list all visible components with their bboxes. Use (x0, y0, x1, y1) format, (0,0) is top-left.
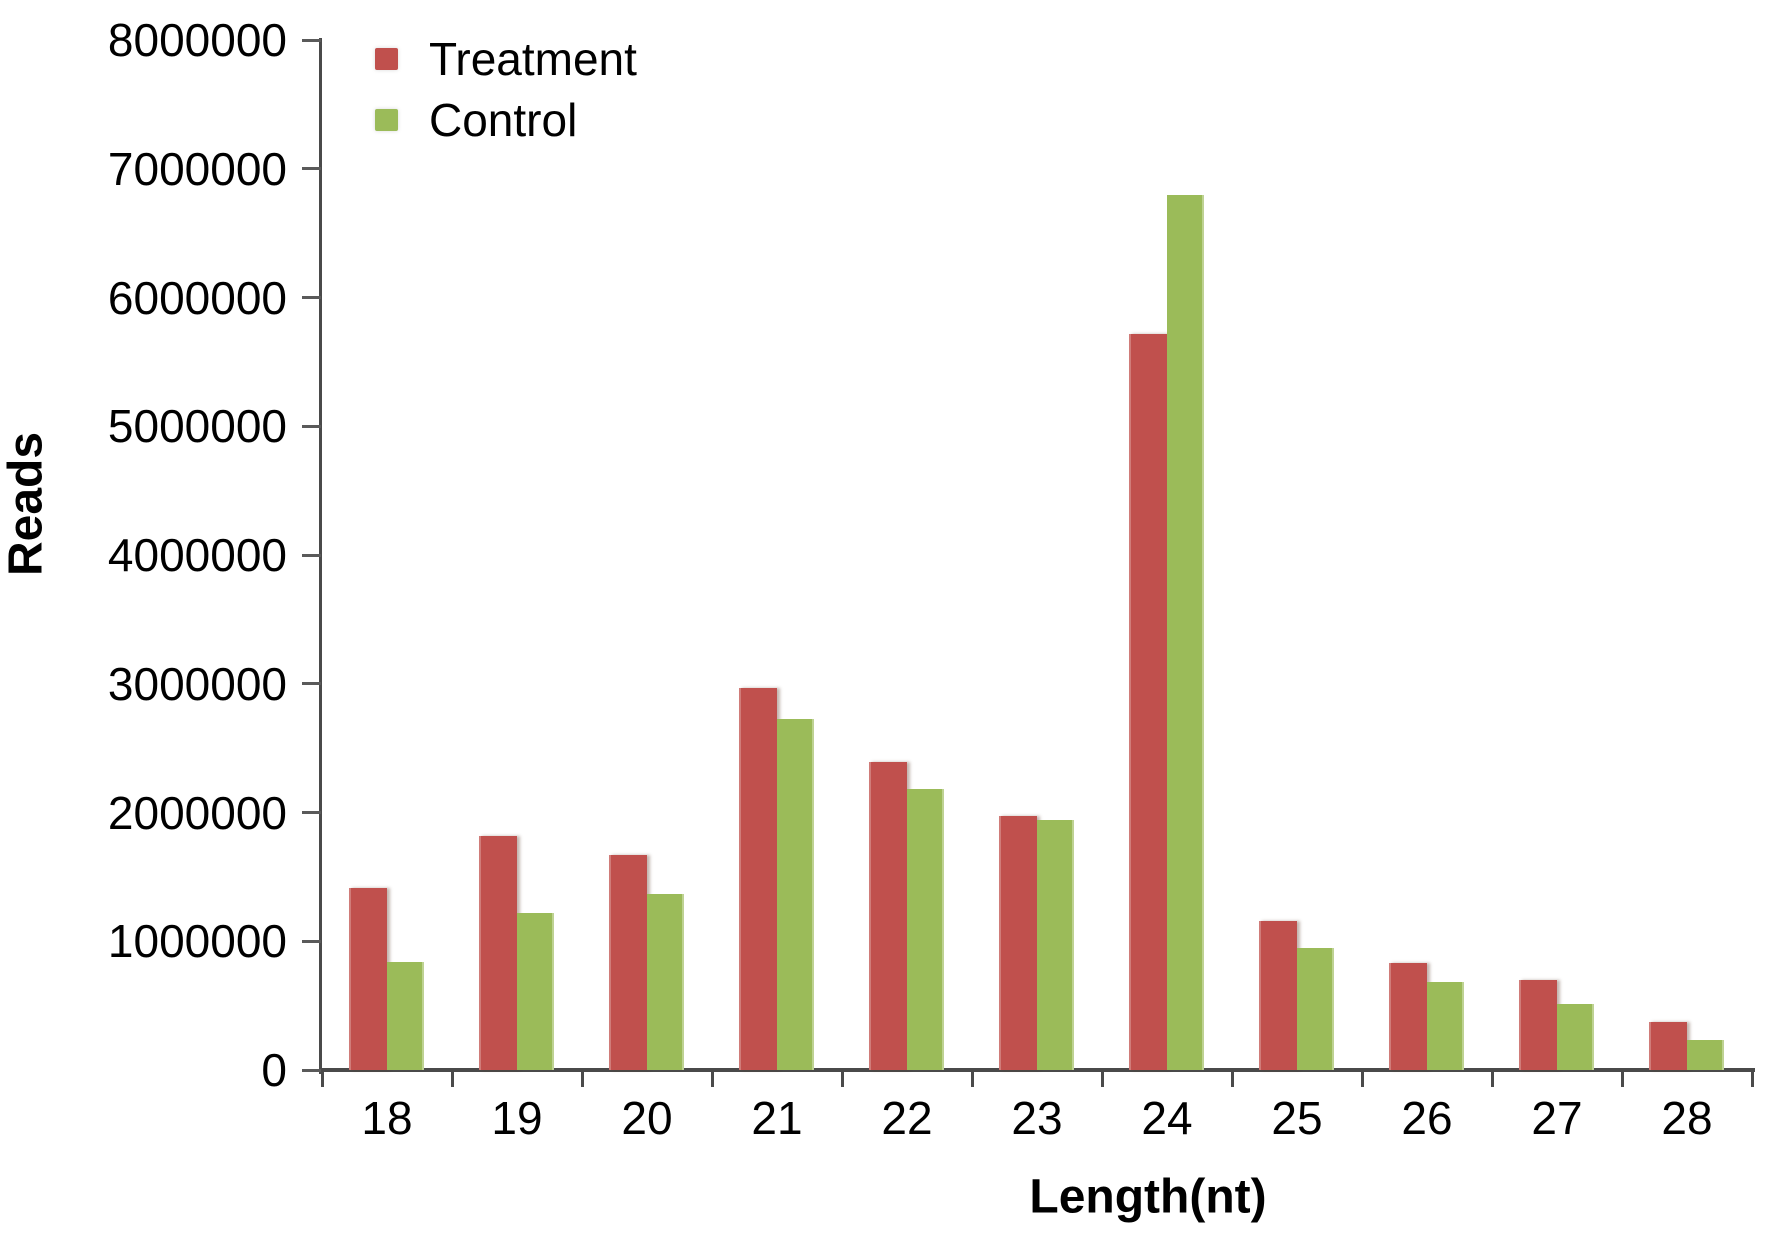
legend-swatch-control (375, 108, 398, 131)
bar-treatment-24 (1129, 333, 1167, 1070)
y-tick-label: 4000000 (107, 529, 287, 581)
y-tick-mark (302, 167, 321, 171)
bar-treatment-25 (1259, 920, 1297, 1070)
x-tick-mark (1100, 1070, 1104, 1087)
x-tick-mark (1360, 1070, 1364, 1087)
x-axis-line (319, 1068, 1755, 1072)
x-tick-label: 20 (621, 1092, 673, 1144)
bar-control-28 (1687, 1040, 1724, 1070)
bar-treatment-27 (1519, 979, 1557, 1070)
y-tick-label: 5000000 (107, 400, 287, 453)
bar-control-24 (1167, 194, 1204, 1070)
y-tick-label: 8000000 (107, 14, 287, 66)
x-tick-label: 24 (1141, 1092, 1193, 1144)
bar-treatment-19 (479, 835, 517, 1070)
bar-control-22 (907, 789, 944, 1070)
bar-treatment-21 (739, 687, 777, 1070)
x-tick-mark (1750, 1070, 1754, 1087)
x-tick-label: 19 (491, 1092, 543, 1144)
x-tick-mark (1230, 1070, 1234, 1087)
bar-control-21 (777, 718, 814, 1070)
bar-control-26 (1427, 982, 1464, 1070)
bar-control-25 (1297, 947, 1334, 1070)
legend-item-treatment: Treatment (375, 28, 637, 89)
x-tick-mark (840, 1070, 844, 1087)
x-tick-label: 26 (1401, 1092, 1453, 1144)
y-tick-mark (302, 682, 321, 686)
bar-control-18 (387, 961, 424, 1070)
y-tick-label: 2000000 (107, 786, 287, 839)
legend-label: Treatment (429, 32, 637, 85)
x-axis-title: Length(nt) (1029, 1170, 1267, 1224)
y-tick-mark (302, 811, 321, 814)
y-tick-label: 0 (261, 1044, 287, 1096)
y-tick-mark (302, 38, 321, 42)
bar-control-20 (647, 893, 684, 1070)
y-tick-mark (302, 424, 321, 428)
y-tick-label: 1000000 (107, 915, 287, 968)
x-tick-label: 23 (1011, 1092, 1063, 1144)
bar-control-27 (1557, 1004, 1594, 1070)
legend-item-control: Control (375, 89, 637, 150)
bar-treatment-20 (609, 854, 647, 1070)
x-tick-mark (450, 1070, 454, 1087)
x-tick-label: 27 (1531, 1092, 1583, 1144)
y-tick-mark (302, 939, 321, 943)
bar-treatment-22 (869, 762, 907, 1070)
x-tick-label: 22 (881, 1092, 933, 1144)
legend: Treatment Control (375, 28, 637, 150)
bar-treatment-23 (999, 816, 1037, 1070)
bar-control-23 (1037, 820, 1074, 1070)
legend-label: Control (429, 93, 578, 146)
x-tick-mark (320, 1070, 324, 1087)
bar-treatment-18 (349, 888, 387, 1070)
x-tick-mark (580, 1070, 584, 1087)
x-tick-label: 18 (361, 1092, 413, 1144)
x-tick-mark (970, 1070, 974, 1087)
x-tick-label: 25 (1271, 1092, 1323, 1144)
bar-treatment-28 (1649, 1022, 1687, 1070)
x-tick-label: 28 (1661, 1092, 1713, 1144)
y-tick-label: 6000000 (107, 271, 287, 324)
bar-treatment-26 (1389, 963, 1427, 1070)
x-tick-mark (1620, 1070, 1624, 1087)
y-tick-mark (302, 296, 321, 299)
bar-control-19 (517, 912, 554, 1070)
y-tick-mark (302, 553, 321, 557)
y-tick-label: 3000000 (107, 657, 287, 710)
y-tick-label: 7000000 (107, 142, 287, 195)
x-tick-mark (1490, 1070, 1494, 1087)
x-tick-mark (710, 1070, 714, 1087)
legend-swatch-treatment (375, 47, 398, 70)
x-tick-label: 21 (751, 1092, 803, 1144)
y-tick-mark (302, 1068, 321, 1072)
